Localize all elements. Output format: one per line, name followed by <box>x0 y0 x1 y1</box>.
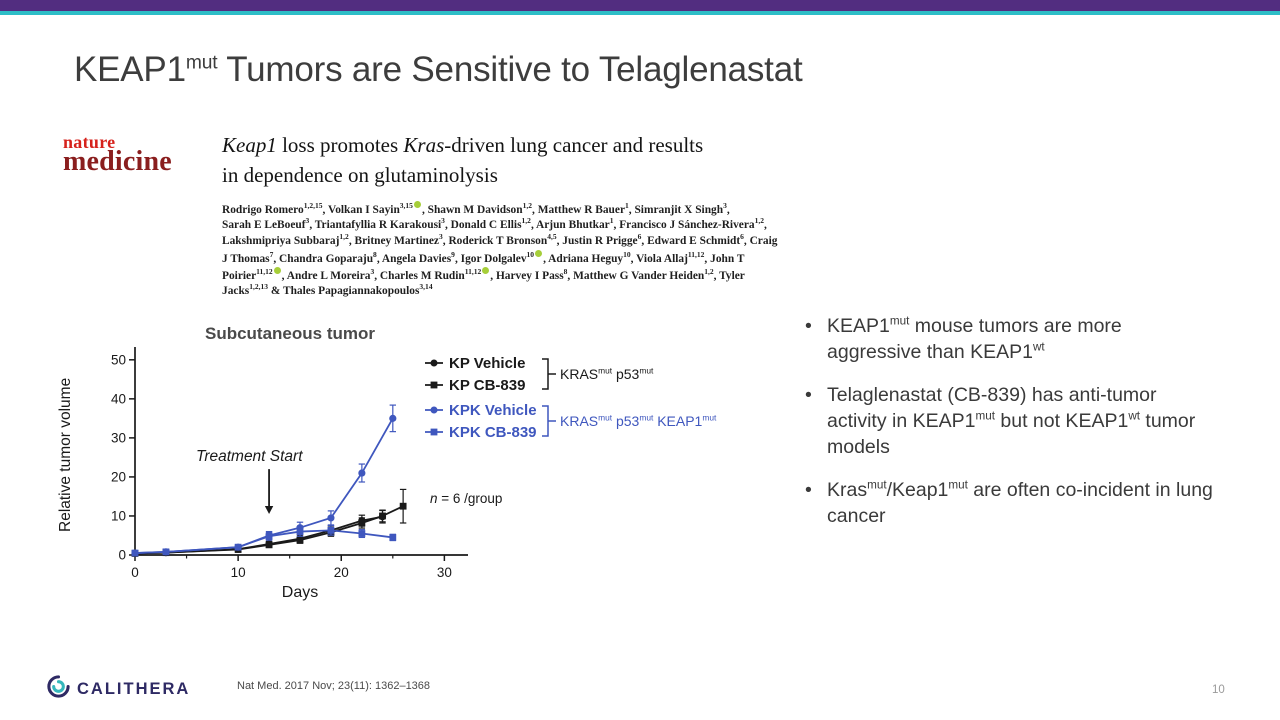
svg-text:30: 30 <box>111 430 126 445</box>
bullet-item: Krasmut/Keap1mut are often co-incident i… <box>800 478 1218 530</box>
legend-group-label: KRASmut p53mut <box>560 365 654 382</box>
author-line: Sarah E LeBoeuf3, Triantafyllia R Karako… <box>222 216 767 232</box>
chart-title: Subcutaneous tumor <box>204 324 375 343</box>
svg-text:30: 30 <box>437 565 452 580</box>
accent-teal-line <box>0 11 1280 15</box>
legend-item: KPK CB-839 <box>424 421 540 443</box>
orcid-icon <box>413 201 421 208</box>
author-list: Rodrigo Romero1,2,15, Volkan I Sayin3,15… <box>222 201 862 300</box>
svg-text:40: 40 <box>111 391 126 406</box>
top-purple-bar <box>0 0 1280 11</box>
legend-rows: KP Vehicle KP CB-839 <box>424 352 540 396</box>
calithera-swirl-icon <box>46 674 71 704</box>
svg-text:10: 10 <box>111 508 126 523</box>
svg-text:10: 10 <box>231 565 246 580</box>
legend-label: KP CB-839 <box>449 376 526 394</box>
page-number: 10 <box>1212 684 1225 696</box>
y-axis-label: Relative tumor volume <box>57 377 74 533</box>
orcid-icon <box>535 249 543 257</box>
svg-text:20: 20 <box>111 469 126 484</box>
bullet-item: Telaglenastat (CB-839) has anti-tumor ac… <box>800 383 1218 461</box>
legend-rows: KPK Vehicle KPK CB-839 <box>424 399 540 443</box>
legend-circle-marker <box>424 357 444 369</box>
treatment-start-label: Treatment Start <box>196 448 303 465</box>
legend-bracket <box>541 351 557 397</box>
legend-group-kpk: KPK Vehicle KPK CB-839 KRASmut p53mut KEA… <box>424 398 716 444</box>
svg-text:50: 50 <box>111 352 126 367</box>
legend-square-marker <box>424 426 444 438</box>
legend-item: KP CB-839 <box>424 374 540 396</box>
citation: Nat Med. 2017 Nov; 23(11): 1362–1368 <box>237 680 431 692</box>
orcid-icon <box>482 266 490 274</box>
author-line: Poirier11,12, Andre L Moreira3, Charles … <box>222 266 745 282</box>
legend-group-label: KRASmut p53mut KEAP1mut <box>560 412 717 429</box>
author-line: Lakshmipriya Subbaraj1,2, Britney Martin… <box>222 232 778 247</box>
paper-title: Keap1 loss promotes Kras-driven lung can… <box>222 130 703 190</box>
legend-label: KPK CB-839 <box>449 423 537 441</box>
nature-wordmark: nature <box>63 132 116 152</box>
medicine-wordmark: medicine <box>63 146 172 177</box>
author-line: Rodrigo Romero1,2,15, Volkan I Sayin3,15… <box>222 201 730 216</box>
legend-item: KP Vehicle <box>424 352 540 374</box>
tumor-volume-plot: 0 10 20 30 0 10 20 30 40 50 Days <box>111 347 468 601</box>
bullet-list: KEAP1mut mouse tumors are more aggressiv… <box>800 314 1218 546</box>
paper-title-line2: in dependence on glutaminolysis <box>222 163 498 187</box>
svg-text:20: 20 <box>334 565 349 580</box>
legend-bracket <box>541 398 557 444</box>
legend-square-marker <box>424 379 444 391</box>
legend-circle-marker <box>424 404 444 416</box>
bullet-item: KEAP1mut mouse tumors are more aggressiv… <box>800 314 1218 366</box>
author-line: Jacks1,2,13 & Thales Papagiannakopoulos3… <box>222 282 433 298</box>
slide-title: KEAP1mut Tumors are Sensitive to Telagle… <box>74 50 803 89</box>
calithera-wordmark: CALITHERA <box>77 679 191 698</box>
legend-label: KPK Vehicle <box>449 401 537 419</box>
legend-label: KP Vehicle <box>449 354 526 372</box>
svg-text:0: 0 <box>131 565 139 580</box>
group-size-note: n = 6 /group <box>430 491 503 506</box>
legend-item: KPK Vehicle <box>424 399 540 421</box>
orcid-icon <box>273 266 281 274</box>
paper-title-line1: Keap1 loss promotes Kras-driven lung can… <box>222 133 704 157</box>
calithera-logo: CALITHERA <box>46 674 190 704</box>
legend-group-kp: KP Vehicle KP CB-839 KRASmut p53mut <box>424 351 653 397</box>
svg-text:Days: Days <box>282 584 318 601</box>
author-line: J Thomas7, Chandra Goparaju8, Angela Dav… <box>222 249 745 265</box>
nature-medicine-logo: nature medicine <box>63 133 172 176</box>
svg-text:0: 0 <box>118 548 126 563</box>
